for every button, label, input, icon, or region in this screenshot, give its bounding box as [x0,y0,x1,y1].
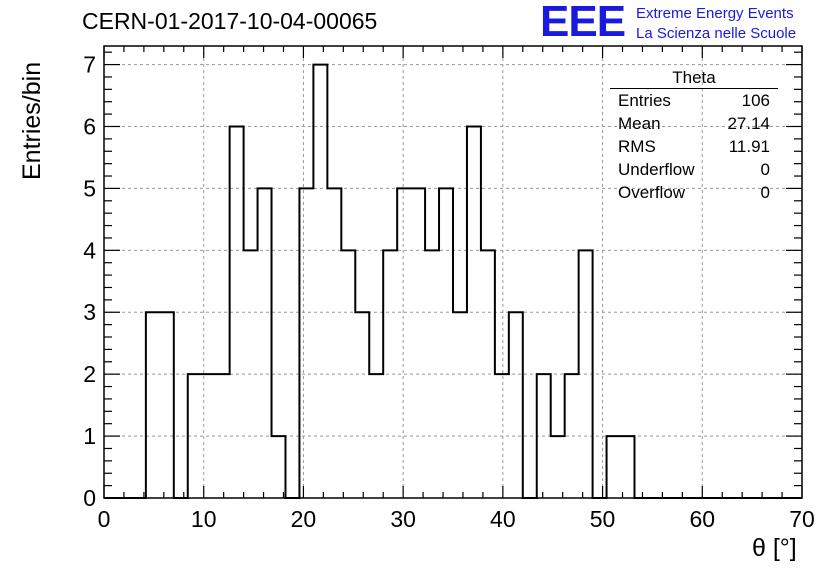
histogram-bin [327,188,341,498]
x-tick-label: 50 [590,506,616,532]
histogram-bin [439,188,453,498]
stats-title: Theta [610,68,778,89]
histogram-bin [216,374,230,498]
y-tick-label: 4 [83,237,96,263]
histogram-bin [411,188,425,498]
histogram-bin [341,250,355,498]
stats-row-mean: Mean 27.14 [610,112,778,135]
histogram-bin [146,312,160,498]
x-axis-label: θ [°] [752,534,797,562]
stats-row-entries: Entries 106 [610,89,778,112]
stats-row-overflow: Overflow 0 [610,181,778,204]
histogram-bin [258,188,272,498]
stats-row-rms: RMS 11.91 [610,135,778,158]
histogram-bin [607,436,621,498]
histogram-bin [397,188,411,498]
stats-value: 0 [760,183,770,202]
histogram-bin [299,188,313,498]
eee-logo: EEE [540,0,626,46]
histogram-bin [272,436,286,498]
y-tick-label: 3 [83,299,96,325]
histogram-bin [313,65,327,498]
stats-label: Overflow [618,183,686,202]
stats-value: 106 [741,91,770,110]
y-tick-label: 5 [83,175,96,201]
stats-label: Underflow [618,160,695,179]
y-tick-label: 7 [83,52,96,78]
histogram-bin [551,436,565,498]
stats-row-underflow: Underflow 0 [610,158,778,181]
logo-line-1: Extreme Energy Events [636,5,794,22]
logo-line-2: La Scienza nelle Scuole [636,25,797,42]
histogram-bin [509,312,523,498]
stats-label: Entries [618,91,671,110]
x-tick-label: 40 [490,506,516,532]
x-tick-label: 20 [291,506,317,532]
y-tick-label: 2 [83,361,96,387]
stats-label: Mean [618,114,661,133]
histogram-outline [104,63,802,499]
histogram-bin [453,312,467,498]
x-tick-label: 30 [390,506,416,532]
y-tick-label: 0 [83,485,96,511]
x-tick-label: 0 [98,506,111,532]
y-tick-label: 1 [83,423,96,449]
stats-value: 27.14 [727,114,770,133]
histogram-bin [355,312,369,498]
stats-label: RMS [618,137,656,156]
chart-title: CERN-01-2017-10-04-00065 [82,8,378,34]
x-tick-label: 60 [689,506,715,532]
stats-value: 11.91 [728,137,770,156]
histogram-bin [383,250,397,498]
stats-value: 0 [760,160,770,179]
x-tick-label: 70 [789,506,815,532]
histogram-bin [160,312,174,498]
histogram-bin [621,436,635,498]
y-tick-label: 6 [83,113,96,139]
x-tick-label: 10 [191,506,217,532]
stats-box: Theta Entries 106 Mean 27.14 RMS 11.91 U… [610,68,778,204]
plot-frame [103,45,803,499]
